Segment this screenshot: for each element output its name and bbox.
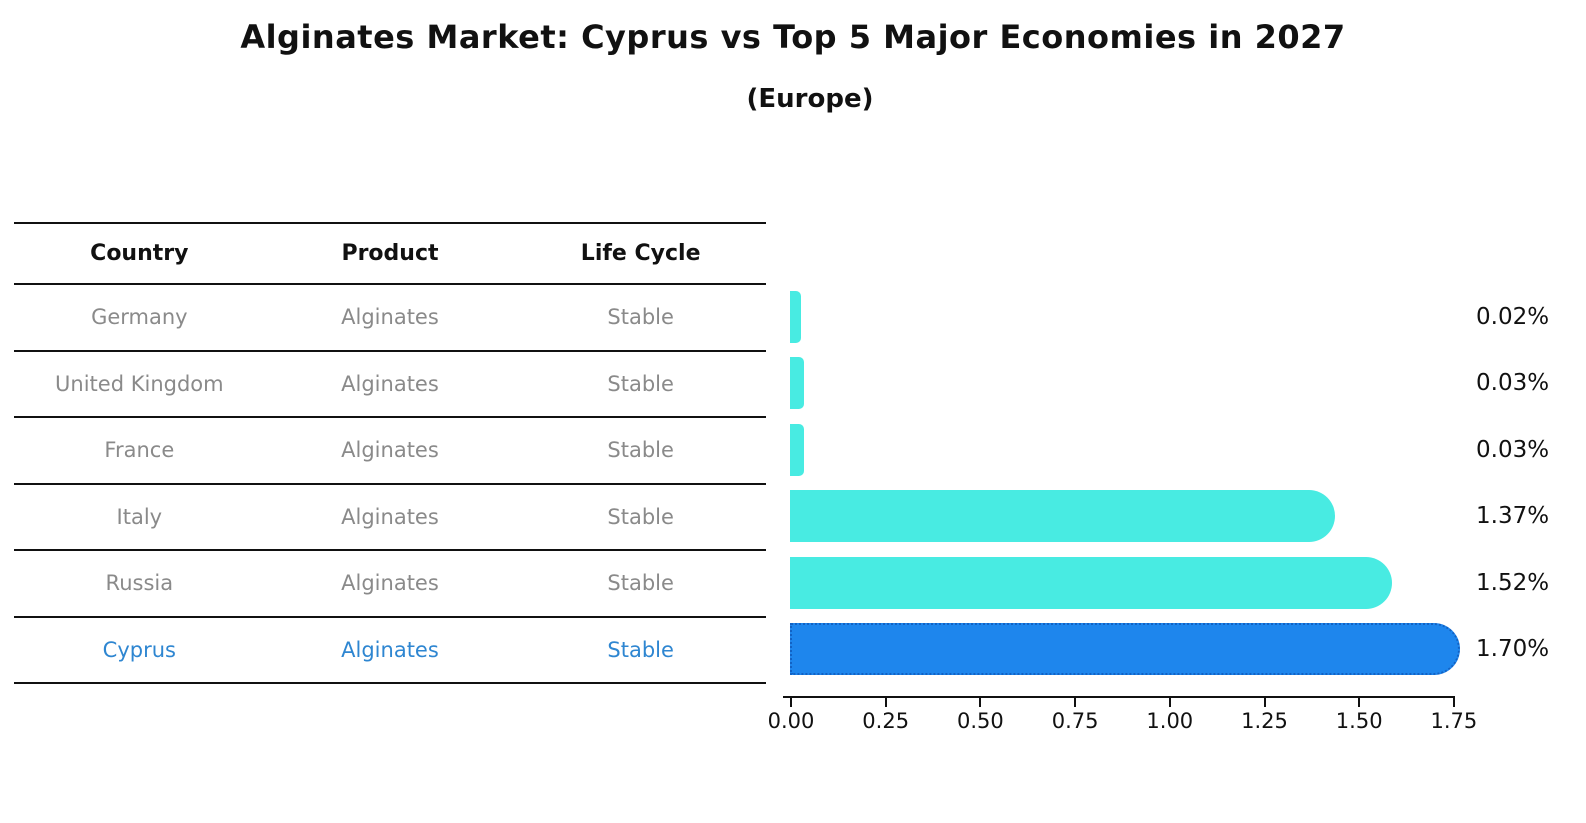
table-row-italy: Italy Alginates Stable: [14, 484, 766, 550]
x-tick-label: 0.25: [862, 709, 910, 733]
x-tick-mark: [1452, 698, 1455, 707]
cell-product: Alginates: [341, 305, 439, 330]
x-tick-mark: [884, 698, 887, 707]
table-header-row: Country Product Life Cycle: [14, 223, 766, 284]
bar-value-label-france: 0.03%: [1476, 436, 1550, 463]
cell-country: Russia: [105, 571, 174, 596]
x-tick-label: 0.75: [1051, 709, 1099, 733]
cell-country: United Kingdom: [55, 371, 224, 396]
x-tick-mark: [1358, 698, 1361, 707]
cell-product: Alginates: [341, 504, 439, 529]
cell-life_cycle: Stable: [607, 637, 674, 662]
column-header-country: Country: [90, 241, 189, 266]
bar-russia: [790, 556, 1392, 609]
x-tick-mark: [1263, 698, 1266, 707]
column-header-life-cycle: Life Cycle: [580, 241, 701, 266]
cell-country: France: [104, 438, 175, 463]
chart-title: Alginates Market: Cyprus vs Top 5 Major …: [240, 18, 1346, 56]
x-tick-label: 0.50: [957, 709, 1004, 733]
cell-product: Alginates: [341, 438, 439, 463]
bar-value-label-russia: 1.52%: [1476, 569, 1550, 596]
table-row-germany: Germany Alginates Stable: [14, 284, 766, 351]
cell-product: Alginates: [341, 637, 439, 662]
bar-france: [790, 423, 805, 476]
table-body: Germany Alginates Stable United Kingdom Algi…: [14, 284, 766, 683]
table-header: Country Product Life Cycle: [14, 223, 766, 284]
bar-value-label-italy: 1.37%: [1476, 503, 1550, 529]
cell-life_cycle: Stable: [607, 571, 674, 596]
cell-life_cycle: Stable: [607, 371, 674, 396]
cell-life_cycle: Stable: [607, 305, 674, 330]
table-row-cyprus: Cyprus Alginates Stable: [14, 617, 766, 683]
column-header-product: Product: [341, 241, 439, 266]
cell-country: Italy: [116, 504, 163, 529]
x-tick-label: 0.00: [767, 709, 815, 733]
bar-value-label-cyprus: 1.70%: [1476, 636, 1550, 662]
x-tick-label: 1.25: [1241, 709, 1288, 733]
bar-italy: [790, 490, 1335, 542]
x-tick-label: 1.00: [1146, 709, 1194, 733]
x-tick-mark: [1168, 698, 1171, 707]
table-row-russia: Russia Alginates Stable: [14, 550, 766, 617]
x-tick-mark: [1074, 698, 1077, 707]
chart-subtitle: (Europe): [746, 84, 874, 114]
bar-united-kingdom: [790, 357, 805, 409]
cell-country: Cyprus: [102, 637, 176, 662]
cell-life_cycle: Stable: [607, 504, 674, 529]
cell-life_cycle: Stable: [607, 438, 674, 463]
cell-product: Alginates: [341, 571, 439, 596]
bar-cyprus: [790, 623, 1460, 675]
country-info-table: Country Product Life Cycle Germany Alginate…: [14, 222, 766, 684]
cell-product: Alginates: [341, 371, 439, 396]
cell-country: Germany: [91, 305, 188, 330]
x-tick-mark: [790, 698, 792, 707]
bar-value-label-united-kingdom: 0.03%: [1476, 370, 1550, 396]
x-tick-label: 1.50: [1335, 709, 1383, 733]
x-tick-mark: [979, 698, 982, 707]
table-row-united-kingdom: United Kingdom Alginates Stable: [14, 351, 766, 417]
bar-germany: [790, 290, 801, 343]
x-tick-label: 1.75: [1430, 709, 1478, 733]
table-row-france: France Alginates Stable: [14, 417, 766, 484]
x-axis-line: [783, 696, 1455, 698]
bar-value-label-germany: 0.02%: [1476, 303, 1550, 330]
